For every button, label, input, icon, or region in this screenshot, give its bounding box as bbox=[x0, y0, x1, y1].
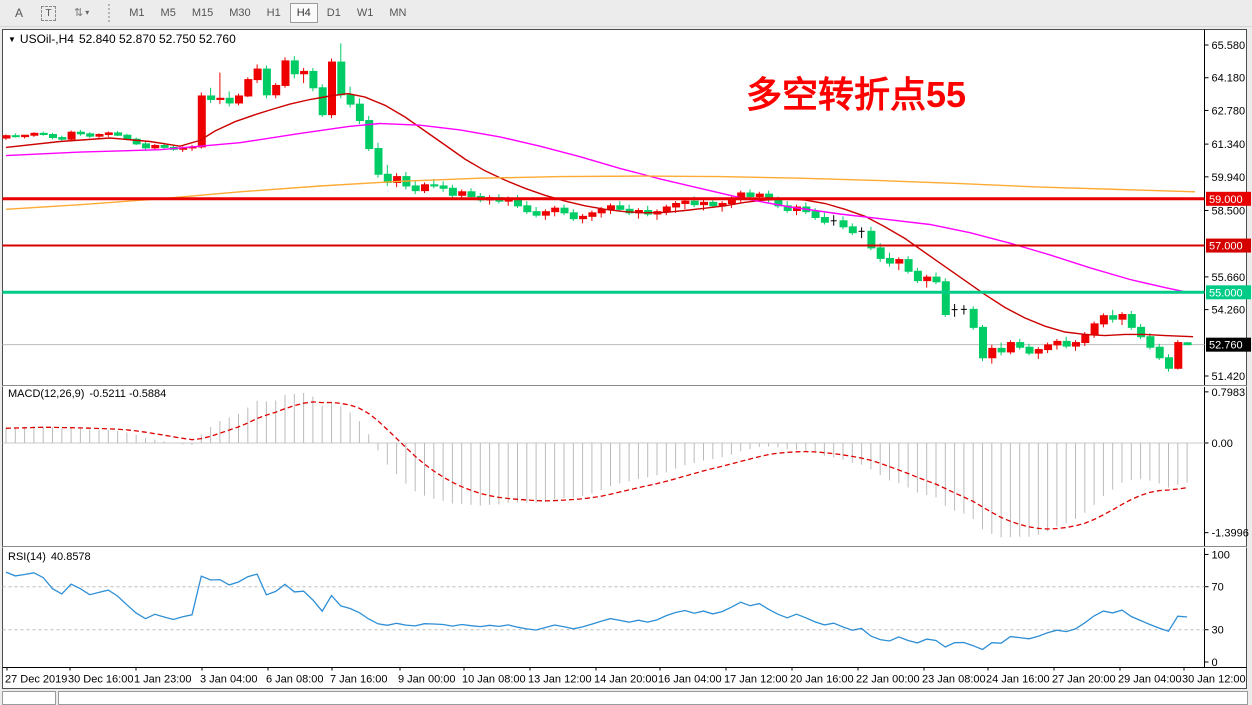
svg-text:10 Jan 08:00: 10 Jan 08:00 bbox=[462, 674, 526, 686]
macd-indicator-label: MACD(12,26,9) -0.5211 -0.5884 bbox=[8, 388, 166, 400]
svg-text:20 Jan 16:00: 20 Jan 16:00 bbox=[790, 674, 854, 686]
svg-text:64.180: 64.180 bbox=[1212, 73, 1246, 85]
text-tool-icon: T bbox=[41, 5, 57, 21]
timeframe-button-m5[interactable]: M5 bbox=[154, 3, 183, 23]
svg-text:16 Jan 04:00: 16 Jan 04:00 bbox=[658, 674, 722, 686]
svg-text:7 Jan 16:00: 7 Jan 16:00 bbox=[330, 674, 388, 686]
symbol-name: USOil-,H4 bbox=[19, 32, 74, 46]
ma-mid-line bbox=[5, 122, 1186, 293]
svg-text:17 Jan 12:00: 17 Jan 12:00 bbox=[724, 674, 788, 686]
svg-text:3 Jan 04:00: 3 Jan 04:00 bbox=[200, 674, 258, 686]
svg-text:51.420: 51.420 bbox=[1212, 371, 1246, 383]
ma-slow-line bbox=[5, 175, 1196, 210]
macd-signal-line bbox=[5, 401, 1188, 530]
svg-text:62.780: 62.780 bbox=[1212, 105, 1246, 117]
macd-values: -0.5211 -0.5884 bbox=[89, 388, 167, 400]
dropdown-caret-icon: ▾ bbox=[85, 8, 90, 17]
svg-text:59.940: 59.940 bbox=[1212, 172, 1246, 184]
top-toolbar: A T ⇅ ▾ M1 M5 M15 M30 H1 H4 D1 W1 MN bbox=[0, 0, 1252, 27]
timeframe-button-w1[interactable]: W1 bbox=[350, 3, 381, 23]
svg-text:30 Jan 12:00: 30 Jan 12:00 bbox=[1182, 674, 1246, 686]
svg-text:14 Jan 20:00: 14 Jan 20:00 bbox=[594, 674, 658, 686]
svg-text:23 Jan 08:00: 23 Jan 08:00 bbox=[922, 674, 986, 686]
svg-text:52.760: 52.760 bbox=[1209, 340, 1243, 352]
svg-text:22 Jan 00:00: 22 Jan 00:00 bbox=[856, 674, 920, 686]
timeframe-bar: M1 M5 M15 M30 H1 H4 D1 W1 MN bbox=[121, 3, 414, 23]
rsi-line bbox=[5, 571, 1188, 651]
symbol-dropdown-arrow[interactable]: ▼ bbox=[8, 35, 16, 44]
toolbar-drag-handle[interactable] bbox=[108, 4, 115, 22]
rsi-indicator-label: RSI(14) 40.8578 bbox=[8, 551, 91, 563]
svg-text:0: 0 bbox=[1212, 657, 1218, 669]
svg-text:24 Jan 16:00: 24 Jan 16:00 bbox=[986, 674, 1050, 686]
svg-text:0.7983: 0.7983 bbox=[1212, 387, 1246, 399]
timeframe-button-m15[interactable]: M15 bbox=[185, 3, 220, 23]
timeframe-button-h1[interactable]: H1 bbox=[260, 3, 288, 23]
timeframe-button-m1[interactable]: M1 bbox=[122, 3, 151, 23]
svg-text:9 Jan 00:00: 9 Jan 00:00 bbox=[398, 674, 456, 686]
rsi-name: RSI(14) bbox=[8, 551, 46, 563]
macd-name: MACD(12,26,9) bbox=[8, 388, 85, 400]
svg-text:61.340: 61.340 bbox=[1212, 139, 1246, 151]
text-tool-button[interactable]: T bbox=[34, 3, 63, 23]
svg-text:70: 70 bbox=[1212, 582, 1224, 594]
label-tool-button[interactable]: A bbox=[8, 3, 30, 23]
svg-text:30: 30 bbox=[1212, 625, 1224, 637]
timeframe-button-m30[interactable]: M30 bbox=[222, 3, 257, 23]
cursor-tool-button[interactable]: ⇅ ▾ bbox=[67, 3, 96, 23]
ohlc-values: 52.840 52.870 52.750 52.760 bbox=[78, 32, 236, 46]
chart-canvas[interactable]: 65.580 64.180 62.780 61.340 59.940 58.500 55.6… bbox=[0, 26, 1252, 698]
rsi-value: 40.8578 bbox=[50, 551, 91, 563]
svg-text:59.000: 59.000 bbox=[1209, 194, 1243, 206]
timeframe-button-mn[interactable]: MN bbox=[382, 3, 413, 23]
sort-arrows-icon: ⇅ bbox=[74, 7, 83, 19]
svg-text:55.660: 55.660 bbox=[1212, 272, 1246, 284]
svg-text:100: 100 bbox=[1212, 549, 1230, 561]
timeframe-button-h4[interactable]: H4 bbox=[289, 3, 318, 23]
svg-text:54.260: 54.260 bbox=[1212, 305, 1246, 317]
chart-title: ▼ USOil-,H4 52.840 52.870 52.750 52.760 bbox=[8, 32, 236, 46]
svg-text:13 Jan 12:00: 13 Jan 12:00 bbox=[528, 674, 592, 686]
svg-text:27 Jan 20:00: 27 Jan 20:00 bbox=[1052, 674, 1116, 686]
svg-text:65.580: 65.580 bbox=[1212, 40, 1246, 52]
svg-text:27 Dec 2019: 27 Dec 2019 bbox=[5, 674, 67, 686]
svg-text:-1.3996: -1.3996 bbox=[1212, 528, 1249, 540]
ma-fast-line bbox=[5, 92, 1194, 338]
svg-text:30 Dec 16:00: 30 Dec 16:00 bbox=[68, 674, 133, 686]
svg-text:6 Jan 08:00: 6 Jan 08:00 bbox=[266, 674, 324, 686]
svg-text:1 Jan 23:00: 1 Jan 23:00 bbox=[134, 674, 192, 686]
svg-text:55.000: 55.000 bbox=[1209, 287, 1243, 299]
svg-text:29 Jan 04:00: 29 Jan 04:00 bbox=[1118, 674, 1182, 686]
svg-text:57.000: 57.000 bbox=[1209, 241, 1243, 253]
svg-text:58.500: 58.500 bbox=[1212, 205, 1246, 217]
timeframe-button-d1[interactable]: D1 bbox=[320, 3, 348, 23]
svg-text:0.00: 0.00 bbox=[1212, 438, 1233, 450]
chart-annotation-text: 多空转折点55 bbox=[746, 74, 967, 115]
